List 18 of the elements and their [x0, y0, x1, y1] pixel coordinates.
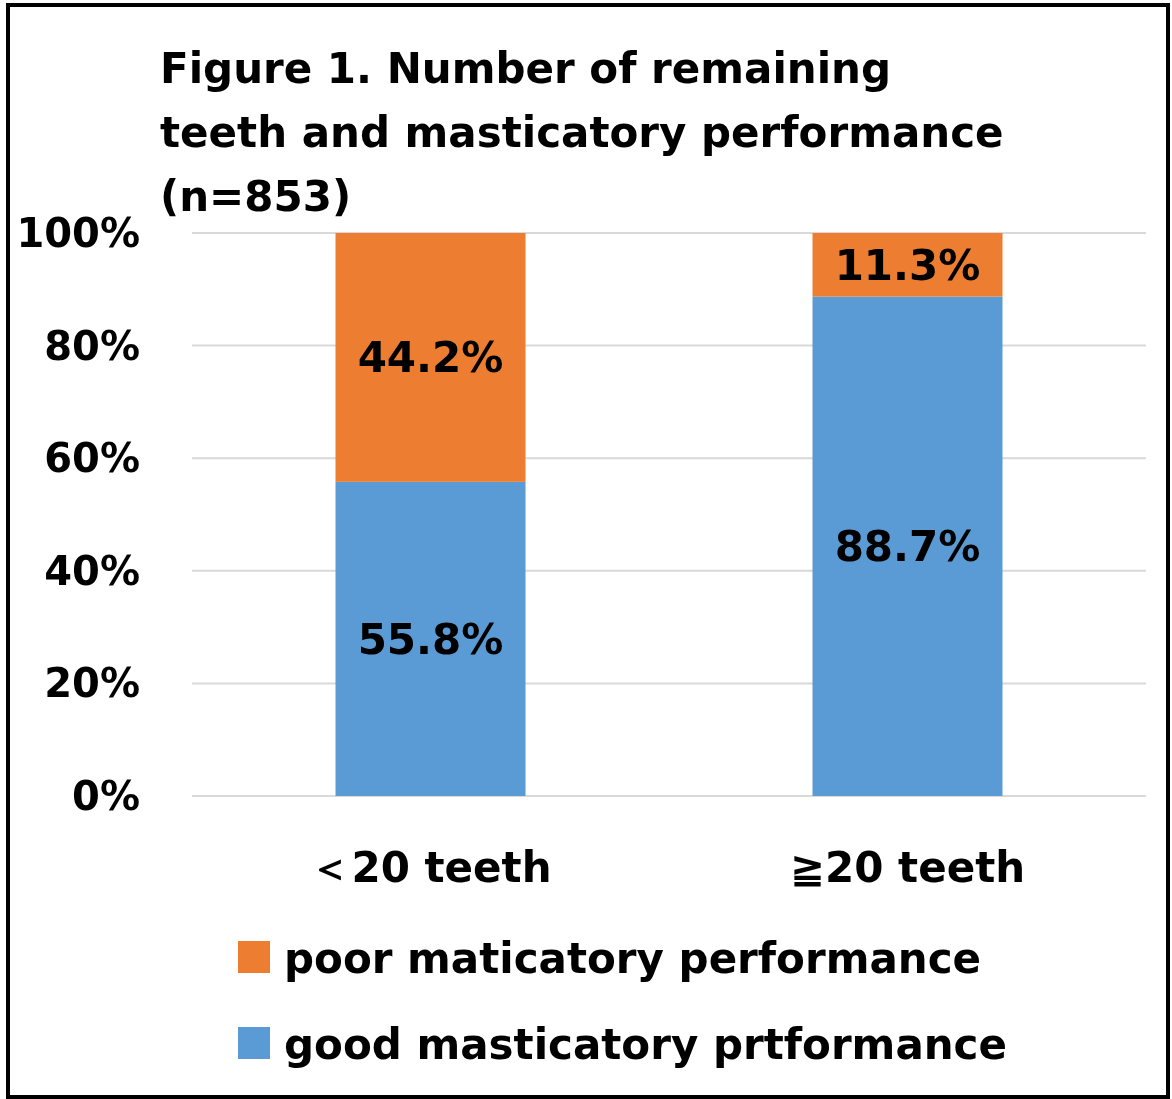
- y-tick-label: 20%: [44, 660, 140, 707]
- y-tick-label: 40%: [44, 547, 140, 594]
- bar: [335, 481, 526, 796]
- y-tick-label: 0%: [72, 773, 140, 819]
- x-tick-label: ＜20 teeth: [309, 843, 552, 892]
- bar: [335, 233, 526, 482]
- data-label: 11.3%: [834, 240, 981, 290]
- legend-label: poor maticatory performance: [284, 934, 982, 983]
- y-tick-label: 60%: [44, 435, 140, 482]
- chart-title: Figure 1. Number of remaining teeth and masticatory performance (n=853): [160, 44, 1004, 221]
- bar: [812, 296, 1003, 796]
- data-label: 88.7%: [834, 522, 981, 572]
- x-tick-label: ≧20 teeth: [789, 843, 1026, 892]
- data-label: 55.8%: [357, 614, 504, 664]
- y-tick-label: 100%: [16, 210, 140, 256]
- legend-label: good masticatory prtformance: [284, 1020, 1008, 1069]
- data-label: 44.2%: [357, 333, 504, 383]
- y-tick-label: 80%: [44, 322, 140, 369]
